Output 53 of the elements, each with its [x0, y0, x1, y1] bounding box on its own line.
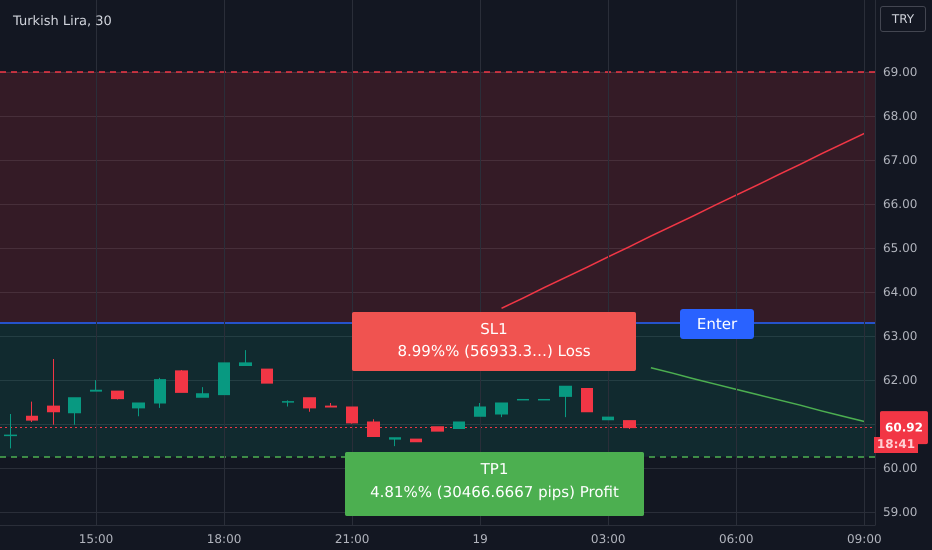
- candlestick: [346, 406, 358, 424]
- candlestick: [132, 402, 145, 417]
- text: TRY: [880, 6, 926, 32]
- candlestick: [325, 402, 337, 408]
- annotation: Enter: [680, 309, 754, 339]
- text: 18:41: [874, 437, 918, 453]
- candlestick: [239, 350, 252, 366]
- y-tick-label: 66.00: [883, 196, 918, 211]
- y-tick-label: 67.00: [883, 152, 918, 167]
- y-tick-label: 68.00: [883, 108, 918, 123]
- candlestick: [261, 368, 273, 384]
- y-tick-label: 60.00: [883, 461, 918, 476]
- x-tick-label: 03:00: [590, 532, 626, 546]
- candlestick: [581, 388, 593, 412]
- candlestick: [90, 380, 102, 392]
- annotation: TP1: [480, 460, 510, 478]
- candlestick: [196, 386, 209, 398]
- x-tick-label: 18:00: [206, 532, 242, 546]
- candlestick: [175, 369, 188, 393]
- annotation: 8.99%% (56933.3…) Loss: [396, 342, 592, 361]
- x-tick-label: 06:00: [718, 532, 754, 546]
- annotation: 4.81%% (30466.6667 pips) Profit: [369, 483, 620, 502]
- candlestick: [453, 421, 465, 430]
- y-tick-label: 69.00: [883, 64, 918, 79]
- candlestick: [68, 397, 81, 426]
- x-tick-label: 19: [472, 532, 488, 546]
- candlestick: [602, 416, 614, 420]
- candlestick: [474, 402, 486, 417]
- text: Turkish Lira, 30: [12, 14, 112, 29]
- candlestick: [154, 377, 166, 408]
- candlestick: [111, 390, 124, 400]
- ref-line-label: 60.92: [885, 420, 923, 435]
- candlestick: [4, 414, 17, 449]
- candlestick: [495, 402, 508, 418]
- annotation: SL1: [479, 320, 509, 338]
- candlestick: [559, 386, 572, 418]
- candlestick: [47, 358, 60, 426]
- x-tick-label: 15:00: [78, 532, 114, 546]
- x-tick-label: 09:00: [847, 532, 882, 546]
- line-series: [650, 367, 866, 422]
- y-tick-label: 62.00: [883, 373, 918, 388]
- y-tick-label: 64.00: [883, 285, 918, 300]
- candlestick: [26, 401, 38, 422]
- y-tick-label: 65.00: [883, 240, 918, 255]
- candlestick: [218, 362, 230, 396]
- x-tick-label: 21:00: [334, 532, 370, 546]
- candlestick: [410, 438, 422, 442]
- line-series: [500, 132, 866, 310]
- candlestick: [303, 397, 316, 412]
- y-tick-label: 63.00: [883, 329, 918, 344]
- candlestick: [389, 437, 401, 447]
- candlestick: [282, 400, 294, 408]
- y-tick-label: 59.00: [883, 505, 918, 520]
